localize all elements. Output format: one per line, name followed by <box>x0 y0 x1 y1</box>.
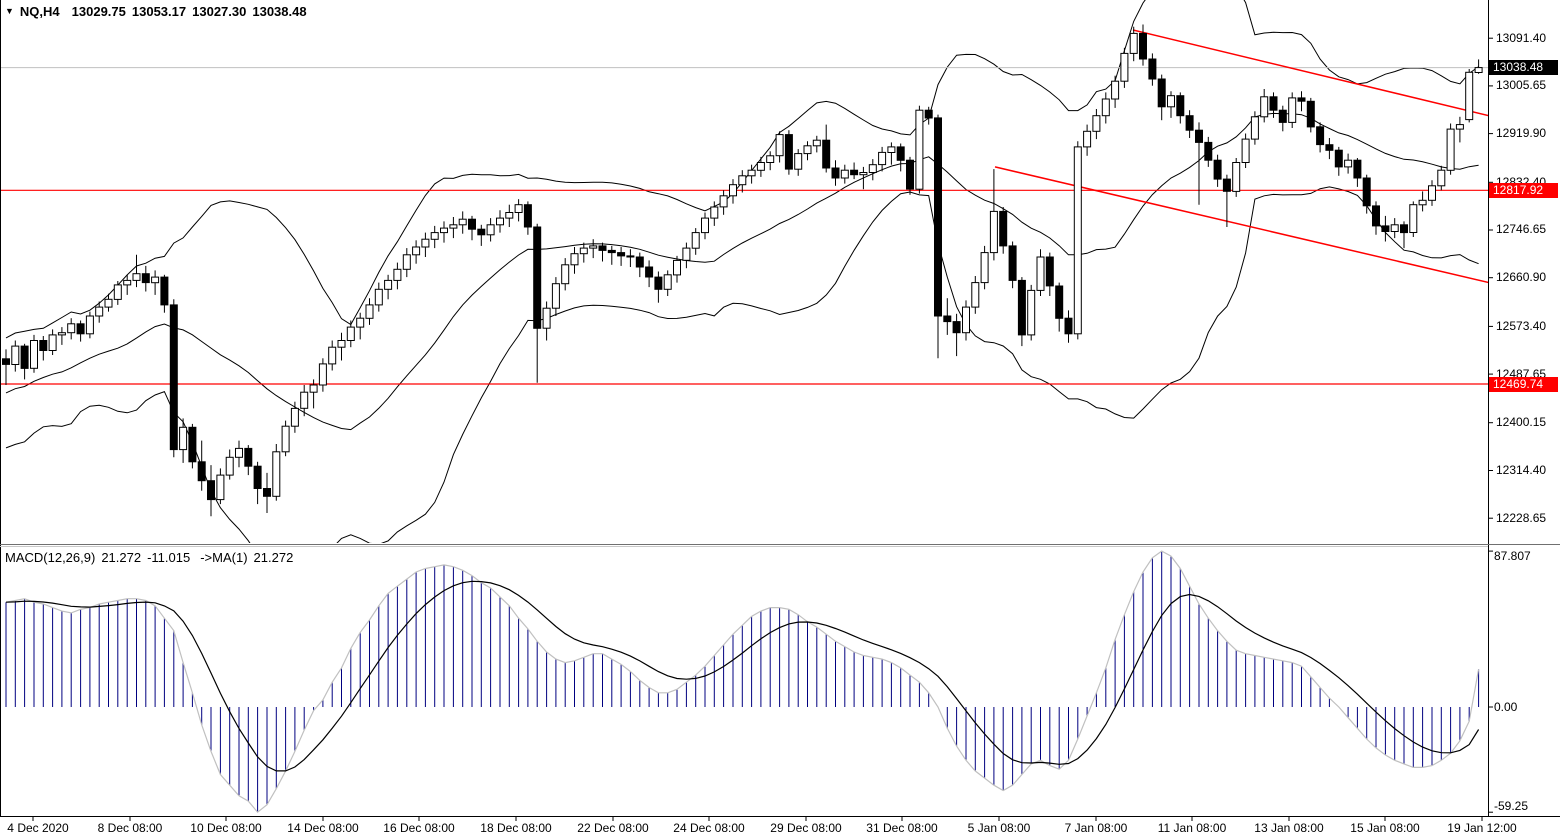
main-chart-area[interactable] <box>0 0 1488 543</box>
axis-ticks <box>32 37 1493 821</box>
current-price-badge: 13038.48 <box>1489 60 1558 76</box>
time-tick-label: 18 Dec 08:00 <box>480 821 552 835</box>
time-tick-label: 8 Dec 08:00 <box>97 821 163 835</box>
macd-histogram <box>5 551 1480 813</box>
time-tick-label: 11 Jan 08:00 <box>1157 821 1227 835</box>
price-axis-area[interactable] <box>1488 0 1560 816</box>
price-level-badge-2: 12469.74 <box>1489 376 1558 392</box>
macd-ma-ref: ->MA(1) <box>200 550 248 565</box>
high-value: 13053.17 <box>131 4 187 19</box>
time-tick-label: 29 Dec 08:00 <box>770 821 842 835</box>
time-tick-label: 14 Dec 08:00 <box>287 821 359 835</box>
symbol-title: ▼ NQ,H4 13029.75 13053.17 13027.30 13038.48 <box>5 4 313 19</box>
time-tick-label: 5 Jan 08:00 <box>967 821 1031 835</box>
price-tick-label: 12228.65 <box>1496 510 1547 525</box>
macd-signal-line <box>5 580 1480 772</box>
macd-histogram-value: -11.015 <box>147 550 191 565</box>
time-tick-label: 19 Jan 12:00 <box>1447 821 1517 835</box>
symbol-period-label: NQ,H4 <box>19 4 60 19</box>
price-level-badge-1: 12817.92 <box>1489 182 1558 198</box>
price-tick-label: 12314.40 <box>1496 462 1547 477</box>
macd-pane-graphics <box>5 550 1480 814</box>
candlesticks <box>2 24 1483 517</box>
price-tick-label: 12660.90 <box>1496 270 1547 285</box>
price-tick-label: 12573.40 <box>1496 318 1547 333</box>
pane-borders <box>0 0 1560 817</box>
price-tick-label: 13091.40 <box>1496 30 1547 45</box>
macd-main-value: 21.272 <box>101 550 142 565</box>
macd-name: MACD(12,26,9) <box>5 550 96 565</box>
time-tick-label: 4 Dec 2020 <box>7 821 69 835</box>
time-tick-label: 13 Jan 08:00 <box>1254 821 1324 835</box>
price-tick-label: 12919.90 <box>1496 126 1547 141</box>
macd-main-line <box>5 550 1480 814</box>
indicator-tick-label: -59.25 <box>1494 798 1529 813</box>
indicator-pane-area[interactable] <box>0 548 1488 816</box>
time-tick-label: 10 Dec 08:00 <box>190 821 262 835</box>
macd-ma-value: 21.272 <box>253 550 294 565</box>
indicator-tick-label: 0.00 <box>1494 699 1518 714</box>
time-axis-area[interactable] <box>0 816 1560 840</box>
price-tick-label: 12746.65 <box>1496 222 1547 237</box>
price-tick-label: 13005.65 <box>1496 78 1547 93</box>
open-value: 13029.75 <box>71 4 126 19</box>
macd-indicator-label: MACD(12,26,9) 21.272 -11.015 ->MA(1) 21.272 <box>5 550 293 565</box>
indicator-tick-label: 87.807 <box>1494 548 1531 563</box>
low-value: 13027.30 <box>192 4 247 19</box>
symbol-dropdown-icon[interactable]: ▼ <box>5 6 14 16</box>
close-value: 13038.48 <box>252 4 307 19</box>
time-tick-label: 16 Dec 08:00 <box>383 821 455 835</box>
time-tick-label: 22 Dec 08:00 <box>577 821 649 835</box>
time-tick-label: 31 Dec 08:00 <box>866 821 938 835</box>
time-tick-label: 7 Jan 08:00 <box>1064 821 1128 835</box>
main-pane-graphics <box>0 0 1488 543</box>
price-tick-label: 12400.15 <box>1496 415 1547 430</box>
time-tick-label: 24 Dec 08:00 <box>673 821 745 835</box>
time-tick-label: 15 Jan 08:00 <box>1350 821 1420 835</box>
